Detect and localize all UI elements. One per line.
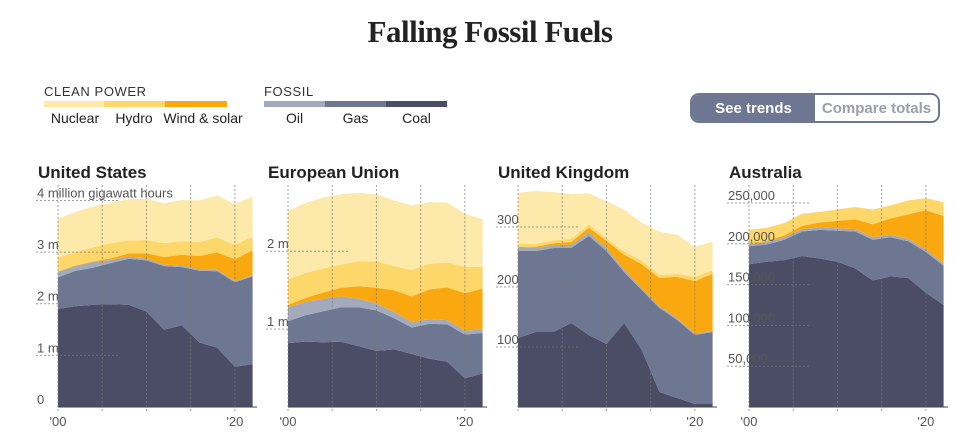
area-european-union-wind-and-solar (288, 286, 483, 331)
y-tick-label-australia: 200,000 (728, 229, 775, 244)
area-australia-coal (749, 256, 944, 407)
panel-title-australia: Australia (729, 163, 802, 182)
legend-label-oil: Oil (285, 110, 304, 126)
y-tick-label-european-union: 1 m (267, 314, 289, 329)
legend-label-gas: Gas (342, 110, 369, 126)
compare-totals-button[interactable]: Compare totals (815, 95, 938, 121)
x-tick-label-united-states: '00 (50, 414, 67, 429)
panel-title-united-states: United States (38, 163, 147, 182)
legend-heading-fossil: FOSSIL (264, 84, 314, 99)
area-united-kingdom-gas (518, 236, 713, 404)
y-tick-label-australia: 250,000 (728, 188, 775, 203)
y-tick-label-united-kingdom: 100 (497, 332, 519, 347)
legend-label-coal: Coal (402, 110, 431, 126)
panel-title-united-kingdom: United Kingdom (498, 163, 630, 182)
legend-label-wind-solar: Wind & solar (163, 110, 243, 126)
legend-swatch-wind-solar (165, 101, 227, 107)
area-european-union-oil (288, 296, 483, 335)
legend-heading-clean: CLEAN POWER (44, 84, 147, 99)
area-united-kingdom-coal (518, 323, 713, 407)
y-tick-label-united-states: 2 m (37, 289, 59, 304)
y-tick-label-united-kingdom: 300 (497, 212, 519, 227)
y-tick-label-united-states: 0 (37, 392, 44, 407)
y-tick-label-united-states: 1 m (37, 340, 59, 355)
legend-label-hydro: Hydro (115, 110, 153, 126)
area-european-union-coal (288, 341, 483, 407)
area-united-states-gas (58, 258, 253, 367)
area-australia-oil (749, 227, 944, 266)
y-tick-label-united-kingdom: 200 (497, 272, 519, 287)
legend-label-nuclear: Nuclear (50, 110, 100, 126)
area-united-states-wind-and-solar (58, 250, 253, 281)
y-tick-label-united-states: 3 m (37, 237, 59, 252)
see-trends-button[interactable]: See trends (692, 95, 815, 121)
chart-title: Falling Fossil Fuels (367, 14, 613, 49)
area-australia-wind-and-solar (749, 210, 944, 264)
y-tick-label-australia: 150,000 (728, 270, 775, 285)
area-australia-gas (749, 229, 944, 305)
area-united-kingdom-nuclear (518, 191, 713, 277)
x-tick-label-australia: '00 (741, 414, 758, 429)
x-tick-label-united-states: '20 (226, 414, 243, 429)
legend-clean-power: CLEAN POWER Nuclear Hydro Wind & solar (44, 84, 244, 126)
y-tick-label-european-union: 2 m (267, 236, 289, 251)
area-united-states-hydro (58, 236, 253, 272)
view-toggle: See trends Compare totals (690, 93, 940, 123)
y-tick-label-australia: 100,000 (728, 310, 775, 325)
area-united-kingdom-wind-and-solar (518, 227, 713, 334)
area-european-union-nuclear (288, 192, 483, 280)
legend-swatch-oil (264, 101, 325, 107)
x-tick-label-united-kingdom: '20 (686, 414, 703, 429)
x-tick-label-australia: '20 (917, 414, 934, 429)
legend-swatch-gas (325, 101, 386, 107)
area-australia-hydro (749, 198, 944, 243)
area-european-union-gas (288, 307, 483, 379)
area-united-states-coal (58, 304, 253, 407)
area-united-states-nuclear (58, 195, 253, 258)
area-european-union-hydro (288, 261, 483, 305)
x-tick-label-european-union: '20 (456, 414, 473, 429)
y-tick-label-australia: 50,000 (728, 351, 768, 366)
legend-swatch-hydro (104, 101, 165, 107)
legend-fossil: FOSSIL Oil Gas Coal (264, 84, 447, 126)
area-united-states-oil (58, 256, 253, 283)
panel-title-european-union: European Union (268, 163, 400, 182)
x-tick-label-european-union: '00 (280, 414, 297, 429)
legend-swatch-nuclear (44, 101, 104, 107)
area-united-kingdom-oil (518, 232, 713, 335)
y-tick-label-united-states: 4 million gigawatt hours (37, 185, 173, 200)
legend-swatch-coal (386, 101, 447, 107)
